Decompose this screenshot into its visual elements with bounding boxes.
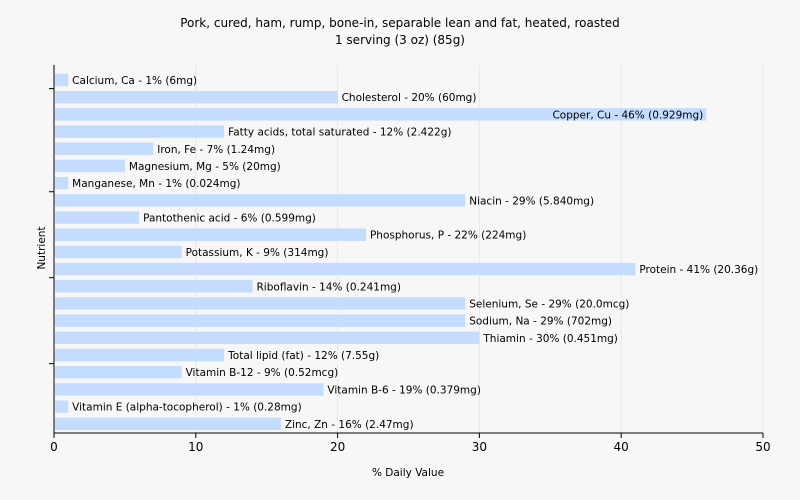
bar-12	[55, 280, 253, 293]
bar-9	[55, 228, 366, 241]
bar-label-15: Thiamin - 30% (0.451mg)	[482, 333, 618, 345]
bar-14	[55, 314, 466, 327]
bar-8	[55, 211, 140, 224]
bar-5	[55, 159, 125, 173]
bar-label-16: Total lipid (fat) - 12% (7.55g)	[227, 350, 379, 362]
axes: 0 10 20 30 40 50	[49, 65, 771, 454]
bar-2	[55, 108, 707, 121]
bar-19	[55, 400, 69, 413]
x-tick-label-10: 10	[188, 440, 203, 454]
bar-18	[55, 383, 324, 396]
bar-label-1: Cholesterol - 20% (60mg)	[342, 92, 477, 104]
bar-label-19: Vitamin E (alpha-tocopherol) - 1% (0.28m…	[72, 402, 302, 414]
bar-17	[55, 366, 182, 379]
bar-label-10: Potassium, K - 9% (314mg)	[186, 247, 329, 259]
bars: Calcium, Ca - 1% (6mg) Cholesterol - 20% …	[55, 73, 758, 431]
gridlines	[195, 65, 764, 433]
chart-subtitle: 1 serving (3 oz) (85g)	[335, 33, 465, 47]
bar-label-3: Fatty acids, total saturated - 12% (2.42…	[228, 127, 451, 139]
bar-label-13: Selenium, Se - 29% (20.0mcg)	[469, 298, 629, 310]
bar-label-4: Iron, Fe - 7% (1.24mg)	[157, 144, 275, 156]
bar-label-20: Zinc, Zn - 16% (2.47mg)	[285, 419, 414, 431]
bar-label-11: Protein - 41% (20.36g)	[639, 264, 758, 276]
bar-6	[55, 176, 69, 190]
bar-4	[55, 142, 154, 155]
bar-3	[55, 125, 225, 138]
chart-title: Pork, cured, ham, rump, bone-in, separab…	[180, 16, 620, 30]
bar-16	[55, 348, 225, 362]
bar-11	[55, 262, 636, 276]
bar-label-5: Magnesium, Mg - 5% (20mg)	[129, 161, 281, 173]
bar-label-18: Vitamin B-6 - 19% (0.379mg)	[327, 384, 481, 396]
bar-15	[55, 331, 480, 345]
x-tick-label-0: 0	[50, 440, 58, 454]
bar-label-14: Sodium, Na - 29% (702mg)	[469, 316, 612, 328]
y-axis-label: Nutrient	[36, 226, 48, 269]
x-tick-label-20: 20	[330, 440, 345, 454]
bar-label-17: Vitamin B-12 - 9% (0.52mcg)	[186, 367, 339, 379]
bar-label-2: Copper, Cu - 46% (0.929mg)	[552, 109, 703, 121]
bar-label-0: Calcium, Ca - 1% (6mg)	[72, 75, 197, 87]
bar-label-6: Manganese, Mn - 1% (0.024mg)	[72, 178, 240, 190]
bar-10	[55, 245, 182, 259]
bar-label-9: Phosphorus, P - 22% (224mg)	[370, 230, 526, 242]
bar-13	[55, 297, 466, 310]
x-tick-label-30: 30	[472, 440, 487, 454]
bar-7	[55, 194, 466, 207]
bar-0	[55, 73, 69, 87]
bar-label-12: Riboflavin - 14% (0.241mg)	[257, 281, 401, 293]
x-axis-label: % Daily Value	[372, 467, 444, 479]
bar-label-7: Niacin - 29% (5.840mg)	[469, 195, 594, 207]
bar-label-8: Pantothenic acid - 6% (0.599mg)	[143, 213, 316, 225]
bar-20	[55, 417, 281, 431]
bar-1	[55, 90, 338, 104]
x-tick-label-50: 50	[755, 440, 770, 454]
x-tick-label-40: 40	[614, 440, 629, 454]
